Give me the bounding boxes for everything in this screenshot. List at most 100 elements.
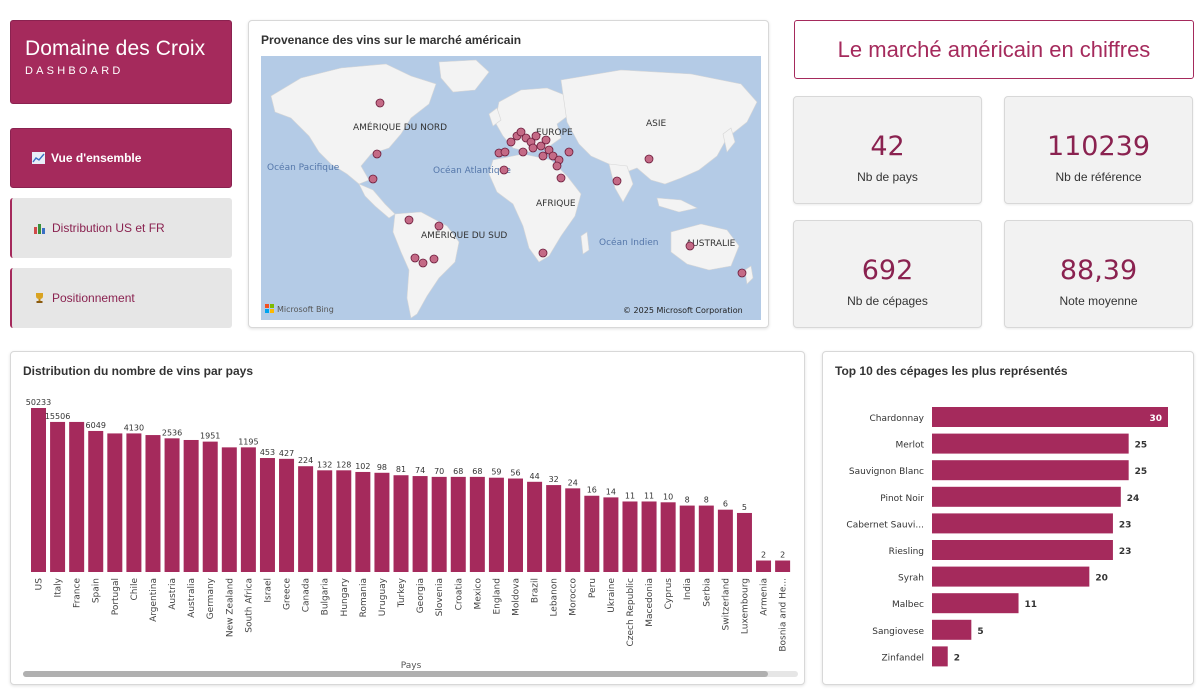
grape-tick-label: Syrah	[898, 574, 924, 584]
country-bar[interactable]	[50, 421, 66, 572]
country-bar[interactable]	[183, 439, 199, 572]
country-bar[interactable]	[412, 476, 428, 572]
world-map[interactable]: AMÉRIQUE DU NORD EUROPE ASIE AFRIQUE AMÉ…	[261, 56, 761, 320]
map-marker	[538, 248, 548, 258]
country-chart-panel: Distribution du nombre de vins par pays …	[10, 351, 805, 685]
country-bar[interactable]	[546, 485, 562, 572]
country-tick-label: Slovenia	[435, 578, 445, 616]
country-bar[interactable]	[88, 430, 104, 572]
country-data-label: 50233	[26, 398, 51, 407]
country-bar[interactable]	[660, 502, 676, 572]
country-bar[interactable]	[336, 470, 352, 572]
grape-bar[interactable]	[932, 646, 948, 667]
map-marker	[685, 241, 695, 251]
country-data-label: 59	[491, 468, 501, 477]
country-tick-label: Georgia	[416, 578, 426, 613]
country-bar[interactable]	[756, 560, 772, 572]
country-bar[interactable]	[508, 478, 523, 572]
country-tick-label: Canada	[302, 578, 312, 612]
country-bar[interactable]	[298, 466, 314, 572]
grape-bar[interactable]	[932, 433, 1129, 454]
country-bar[interactable]	[527, 481, 543, 572]
country-bar[interactable]	[469, 476, 485, 572]
country-bar[interactable]	[164, 438, 180, 572]
trophy-icon	[32, 292, 46, 305]
country-tick-label: Mexico	[473, 578, 483, 610]
map-label-north-america: AMÉRIQUE DU NORD	[353, 121, 447, 133]
grape-bar[interactable]	[932, 566, 1090, 587]
country-bar[interactable]	[374, 472, 390, 572]
country-bar[interactable]	[126, 433, 142, 572]
country-tick-label: India	[683, 578, 693, 600]
country-tick-label: Uruguay	[378, 577, 388, 616]
country-tick-label: Czech Republic	[626, 578, 636, 647]
grape-bar[interactable]	[932, 407, 1168, 427]
country-bar[interactable]	[565, 488, 581, 572]
grape-bar[interactable]	[932, 486, 1121, 507]
map-marker	[410, 253, 420, 263]
kpi-label: Nb de cépages	[847, 294, 928, 308]
nav-positionnement[interactable]: Positionnement	[10, 268, 232, 328]
grape-bar[interactable]	[932, 619, 972, 640]
country-bar[interactable]	[450, 476, 466, 572]
country-x-axis-label: Pays	[401, 661, 422, 671]
country-data-label: 453	[260, 448, 275, 457]
country-bar[interactable]	[488, 477, 504, 572]
country-bar[interactable]	[775, 560, 791, 572]
scrollbar-thumb[interactable]	[23, 671, 768, 677]
map-marker	[612, 176, 622, 186]
grape-bar[interactable]	[932, 513, 1113, 534]
nav-distribution-us-fr[interactable]: Distribution US et FR	[10, 198, 232, 258]
country-bar[interactable]	[641, 501, 657, 572]
brand-block: Domaine des Croix DASHBOARD	[10, 20, 232, 104]
grape-bar[interactable]	[932, 593, 1019, 614]
country-tick-label: Lebanon	[550, 578, 560, 617]
country-bar[interactable]	[622, 501, 638, 572]
country-bar[interactable]	[698, 505, 714, 572]
country-bar[interactable]	[584, 495, 600, 572]
country-bar[interactable]	[431, 476, 447, 572]
country-bar[interactable]	[679, 505, 695, 572]
country-tick-label: US	[35, 578, 45, 591]
country-bar[interactable]	[279, 458, 295, 572]
country-tick-label: Bulgaria	[321, 578, 331, 615]
grape-tick-label: Sauvignon Blanc	[849, 467, 924, 477]
nav-vue-ensemble[interactable]: Vue d'ensemble	[10, 128, 232, 188]
country-bar[interactable]	[145, 435, 161, 572]
country-tick-label: Australia	[187, 578, 197, 618]
map-marker	[518, 147, 528, 157]
country-tick-label: Ukraine	[607, 578, 617, 613]
grape-tick-label: Cabernet Sauvi...	[846, 520, 924, 530]
country-data-label: 14	[606, 487, 616, 496]
country-bar[interactable]	[259, 458, 275, 572]
country-tick-label: New Zealand	[225, 578, 235, 637]
grape-bar[interactable]	[932, 460, 1129, 481]
country-bar[interactable]	[355, 471, 371, 572]
country-bar[interactable]	[736, 512, 752, 572]
country-bar[interactable]	[317, 470, 333, 572]
country-bar[interactable]	[603, 497, 619, 572]
map-marker	[368, 174, 378, 184]
country-bar[interactable]	[393, 475, 409, 572]
map-label-australia: AUSTRALIE	[686, 239, 736, 249]
map-marker	[528, 143, 538, 153]
nav-label: Distribution US et FR	[52, 221, 165, 235]
country-bar[interactable]	[107, 433, 123, 572]
grape-data-label: 23	[1119, 547, 1132, 557]
horizontal-scrollbar[interactable]	[23, 671, 798, 677]
country-bar[interactable]	[31, 408, 46, 572]
country-tick-label: Bosnia and He...	[779, 578, 789, 652]
country-bar[interactable]	[240, 447, 256, 572]
country-bar[interactable]	[717, 509, 733, 572]
map-marker	[506, 137, 516, 147]
country-tick-label: Chile	[130, 578, 140, 601]
brand-title: Domaine des Croix	[25, 37, 206, 60]
grape-bar[interactable]	[932, 540, 1113, 560]
country-bar[interactable]	[221, 447, 237, 572]
country-bar[interactable]	[202, 441, 218, 572]
country-data-label: 16	[587, 486, 597, 495]
country-tick-label: England	[492, 578, 502, 615]
country-bar[interactable]	[69, 421, 85, 572]
map-label-pacific: Océan Pacifique	[267, 162, 340, 173]
country-tick-label: Greece	[283, 578, 293, 610]
